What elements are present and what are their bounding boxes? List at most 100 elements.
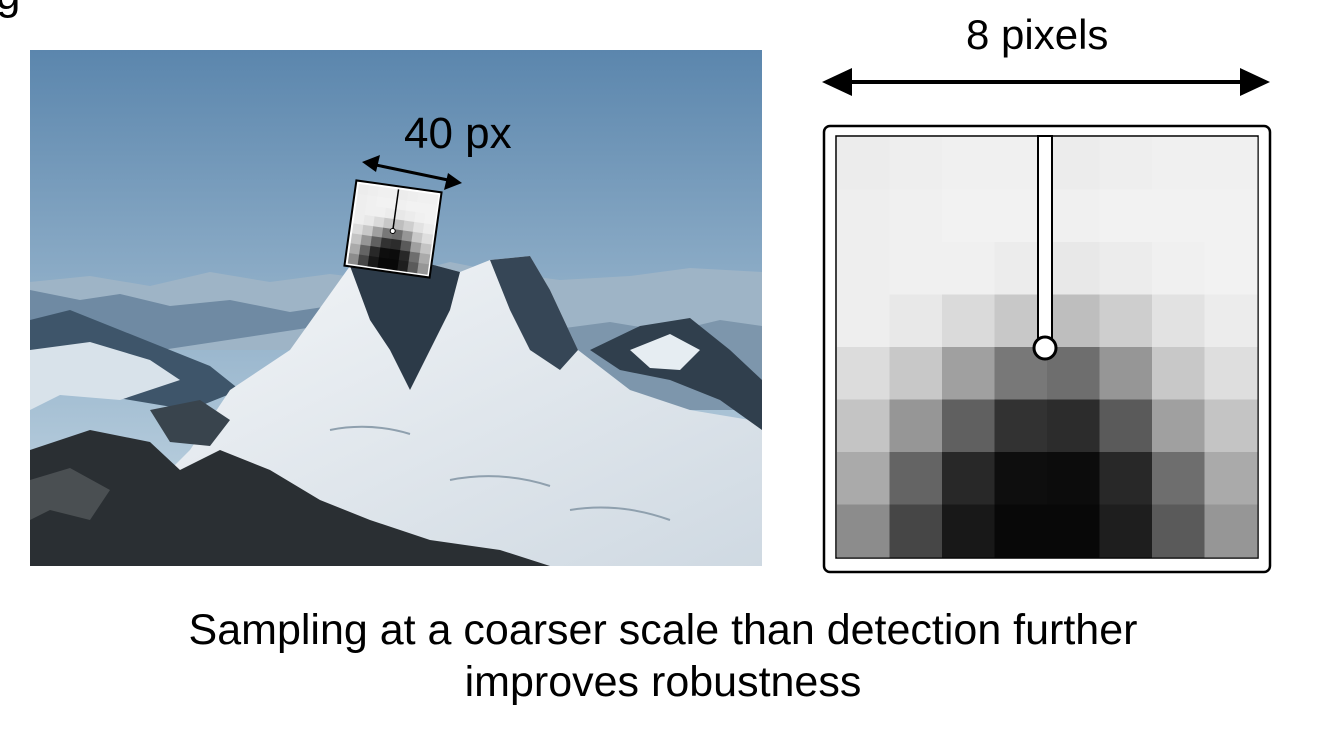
- grid-cell: [889, 347, 943, 400]
- grid-cell: [387, 187, 400, 200]
- grid-cell: [364, 205, 377, 217]
- grid-cell: [1152, 399, 1205, 453]
- grid-cell: [357, 183, 370, 196]
- grid-cell: [1152, 294, 1205, 348]
- grid-cell: [400, 240, 412, 253]
- grid-cell: [367, 255, 380, 268]
- grid-cell: [349, 243, 362, 256]
- grid-cell: [417, 262, 429, 275]
- grid-cell: [1152, 189, 1205, 243]
- crevasse-2: [449, 475, 551, 487]
- grid-cell: [1047, 452, 1100, 505]
- grid-cell: [889, 294, 943, 348]
- grid-cell: [1047, 347, 1100, 400]
- grid-cell: [383, 217, 395, 230]
- sample-center-dot: [389, 227, 396, 234]
- sample-patch: [343, 179, 443, 279]
- keypoint-center-dot: [1032, 335, 1058, 361]
- intensity-grid: [837, 137, 1258, 558]
- grid-cell: [356, 193, 368, 206]
- foreground-rocks: [30, 430, 550, 566]
- grid-cell: [1047, 189, 1100, 243]
- grid-cell: [380, 237, 393, 250]
- grid-cell: [1204, 137, 1258, 190]
- grid-cell: [1204, 452, 1258, 505]
- grid-cell: [395, 199, 408, 212]
- grid-cell: [1152, 242, 1205, 295]
- sample-orientation-line: [391, 189, 400, 232]
- orientation-slot: [1037, 135, 1053, 349]
- crevasse-3: [569, 506, 671, 521]
- grid-cell: [889, 189, 943, 243]
- grid-cell: [371, 226, 384, 239]
- grid-width-label: 8 pixels: [966, 11, 1109, 58]
- grid-cell: [387, 258, 400, 271]
- grid-cell: [1152, 504, 1205, 558]
- grid-cell: [388, 248, 401, 261]
- grid-cell: [407, 261, 420, 274]
- peak-rock-face: [350, 256, 460, 390]
- grid-cell: [942, 189, 995, 243]
- grid-cell: [350, 233, 363, 246]
- caption-line-1: Sampling at a coarser scale than detecti…: [188, 606, 1138, 654]
- title-fragment-text: g: [0, 0, 20, 18]
- patch-zoom-figure: [822, 68, 1272, 574]
- grid-cell: [837, 399, 890, 453]
- mid-rock: [150, 400, 230, 446]
- grid-cell: [942, 452, 995, 505]
- grid-cell: [1047, 504, 1100, 558]
- crevasse-1: [329, 425, 411, 435]
- grid-cell: [397, 260, 410, 272]
- grid-cell: [416, 192, 429, 205]
- grid-cell: [889, 399, 943, 453]
- grid-cell: [392, 219, 405, 231]
- patch-width-arrow: [362, 155, 462, 190]
- grid-cell: [1099, 189, 1153, 243]
- patch-size-label: 40 px: [404, 109, 512, 158]
- grid-cell: [374, 206, 387, 219]
- grid-cell: [837, 189, 890, 243]
- grid-cell: [1099, 137, 1153, 190]
- grid-cell: [353, 213, 366, 226]
- left-snow-patch: [30, 342, 180, 410]
- foreground-boulder: [30, 468, 110, 520]
- grid-cell: [1099, 347, 1153, 400]
- grid-cell: [1204, 294, 1258, 348]
- grid-cell: [418, 252, 431, 265]
- grid-cell: [412, 221, 425, 234]
- grid-cell: [1099, 294, 1153, 348]
- grid-cell: [942, 347, 995, 400]
- grid-cell: [426, 193, 439, 206]
- grid-cell: [378, 247, 391, 260]
- grid-cell: [384, 207, 397, 220]
- grid-cell: [1152, 347, 1205, 400]
- grid-cell: [361, 224, 374, 237]
- grid-cell: [359, 244, 371, 257]
- grid-cell: [837, 504, 890, 558]
- grid-cell: [397, 189, 409, 202]
- grid-cell: [354, 203, 367, 216]
- grid-cell: [401, 230, 414, 243]
- grid-cell: [1099, 504, 1153, 558]
- grid-cell: [1204, 242, 1258, 295]
- grid-cell: [837, 347, 890, 400]
- grid-cell: [360, 234, 373, 247]
- grid-cell: [889, 242, 943, 295]
- grid-cell: [994, 452, 1048, 505]
- grid-cell: [942, 399, 995, 453]
- grid-cell: [1047, 137, 1100, 190]
- grid-cell: [837, 137, 890, 190]
- grid-cell: [357, 254, 370, 267]
- grid-cell: [368, 246, 381, 258]
- grid-cell: [421, 233, 434, 246]
- grid-width-arrow: [822, 68, 1270, 96]
- grid-cell: [373, 216, 385, 229]
- grid-cell: [404, 210, 417, 223]
- grid-cell: [994, 399, 1048, 453]
- mountain-illustration: [30, 50, 762, 566]
- grid-cell: [385, 197, 398, 210]
- grid-cell: [351, 223, 364, 236]
- grid-cell: [1047, 294, 1100, 348]
- grid-cell: [1204, 347, 1258, 400]
- grid-cell: [419, 243, 432, 255]
